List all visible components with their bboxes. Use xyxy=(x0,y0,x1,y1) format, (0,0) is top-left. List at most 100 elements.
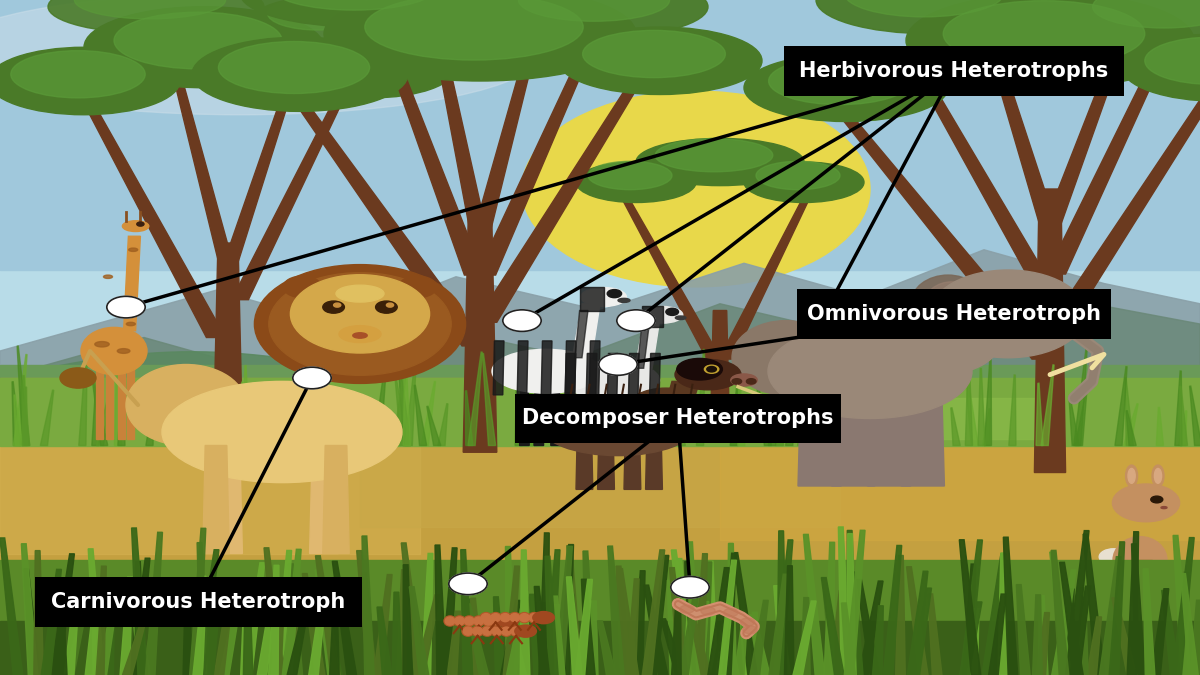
Polygon shape xyxy=(427,406,440,446)
Ellipse shape xyxy=(115,302,126,306)
Circle shape xyxy=(334,303,341,307)
Polygon shape xyxy=(690,608,701,675)
Ellipse shape xyxy=(492,616,504,626)
Polygon shape xyxy=(752,612,762,675)
Circle shape xyxy=(607,290,622,298)
Polygon shape xyxy=(223,400,238,446)
Polygon shape xyxy=(142,602,161,675)
Polygon shape xyxy=(415,595,439,675)
Polygon shape xyxy=(644,585,668,675)
Polygon shape xyxy=(574,410,583,446)
Ellipse shape xyxy=(218,41,370,93)
Polygon shape xyxy=(965,620,974,675)
Polygon shape xyxy=(362,536,374,675)
Circle shape xyxy=(503,310,541,331)
Polygon shape xyxy=(673,603,686,675)
Polygon shape xyxy=(264,548,284,675)
Polygon shape xyxy=(472,14,545,240)
Polygon shape xyxy=(634,571,646,675)
Polygon shape xyxy=(475,81,641,323)
Polygon shape xyxy=(734,616,748,675)
Ellipse shape xyxy=(564,361,660,400)
Polygon shape xyxy=(1124,378,1133,446)
Circle shape xyxy=(617,310,655,331)
Polygon shape xyxy=(858,581,883,675)
Ellipse shape xyxy=(1162,506,1166,509)
Polygon shape xyxy=(580,287,604,310)
Polygon shape xyxy=(122,621,146,675)
Ellipse shape xyxy=(445,617,455,625)
Polygon shape xyxy=(1087,617,1102,675)
Polygon shape xyxy=(1144,569,1154,675)
Polygon shape xyxy=(1181,574,1199,675)
Polygon shape xyxy=(776,353,784,446)
Polygon shape xyxy=(392,592,402,675)
Polygon shape xyxy=(529,594,544,675)
Ellipse shape xyxy=(731,374,757,386)
Ellipse shape xyxy=(240,0,480,27)
Polygon shape xyxy=(964,358,978,446)
Polygon shape xyxy=(569,594,580,675)
Circle shape xyxy=(290,275,430,353)
Ellipse shape xyxy=(340,326,382,343)
Polygon shape xyxy=(1132,560,1154,580)
Polygon shape xyxy=(671,550,694,675)
Polygon shape xyxy=(421,381,436,446)
Polygon shape xyxy=(197,543,210,675)
Polygon shape xyxy=(982,554,1006,675)
Polygon shape xyxy=(271,586,288,675)
Ellipse shape xyxy=(481,626,493,636)
Polygon shape xyxy=(629,354,640,401)
Polygon shape xyxy=(521,550,530,675)
Bar xyxy=(0,560,1200,675)
Polygon shape xyxy=(221,54,304,271)
Polygon shape xyxy=(727,543,737,675)
Polygon shape xyxy=(464,599,476,675)
Circle shape xyxy=(1099,549,1128,565)
Polygon shape xyxy=(642,306,662,327)
Circle shape xyxy=(671,576,709,598)
Ellipse shape xyxy=(484,617,493,625)
Polygon shape xyxy=(588,361,595,446)
Ellipse shape xyxy=(95,342,109,347)
Polygon shape xyxy=(373,574,392,675)
Polygon shape xyxy=(750,614,770,675)
Polygon shape xyxy=(1009,375,1016,446)
Polygon shape xyxy=(22,544,38,675)
Polygon shape xyxy=(114,372,121,446)
Polygon shape xyxy=(79,95,226,338)
Polygon shape xyxy=(529,354,538,446)
Ellipse shape xyxy=(463,616,475,626)
Polygon shape xyxy=(1003,537,1018,675)
Ellipse shape xyxy=(126,364,246,446)
Polygon shape xyxy=(689,612,710,675)
Polygon shape xyxy=(244,595,253,675)
Circle shape xyxy=(515,625,536,637)
Polygon shape xyxy=(858,393,872,446)
Polygon shape xyxy=(872,605,883,675)
Polygon shape xyxy=(774,586,791,675)
Polygon shape xyxy=(572,304,600,358)
Ellipse shape xyxy=(500,626,512,636)
Ellipse shape xyxy=(511,627,521,635)
Polygon shape xyxy=(520,378,529,446)
Polygon shape xyxy=(414,385,427,446)
Polygon shape xyxy=(798,389,806,446)
Polygon shape xyxy=(89,549,104,675)
Polygon shape xyxy=(1172,537,1194,675)
Polygon shape xyxy=(466,604,488,675)
Polygon shape xyxy=(710,310,730,432)
Polygon shape xyxy=(503,566,520,675)
Polygon shape xyxy=(750,600,768,675)
Polygon shape xyxy=(541,341,552,395)
Polygon shape xyxy=(1162,591,1180,675)
Polygon shape xyxy=(106,358,113,439)
Polygon shape xyxy=(1190,600,1200,675)
Polygon shape xyxy=(901,47,1054,288)
Bar xyxy=(0,0,1200,270)
Polygon shape xyxy=(853,383,860,446)
Ellipse shape xyxy=(911,275,985,332)
Ellipse shape xyxy=(1152,465,1164,487)
Polygon shape xyxy=(731,352,742,446)
Polygon shape xyxy=(65,585,80,675)
